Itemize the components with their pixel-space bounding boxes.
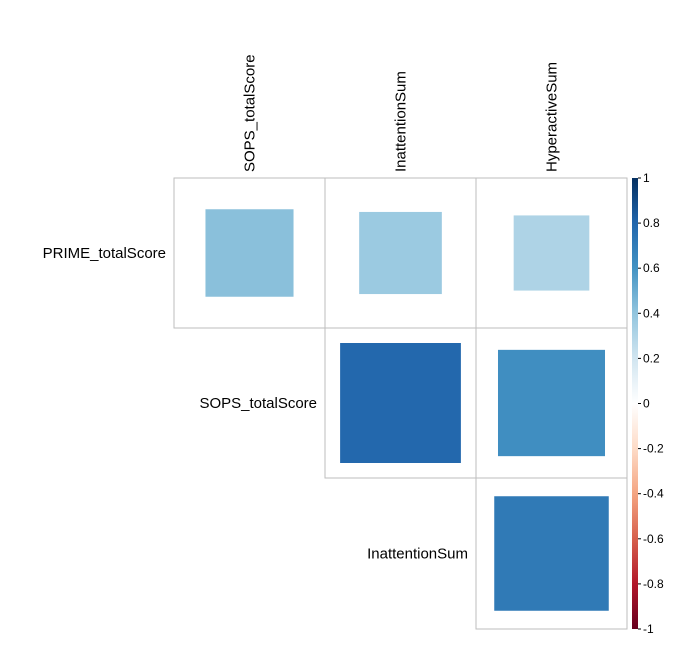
correlation-marks [205, 209, 609, 611]
correlation-square [513, 215, 590, 291]
correlation-square [497, 349, 606, 457]
colorbar-tick-label: -0.8 [643, 577, 664, 591]
column-label: InattentionSum [393, 71, 410, 172]
colorbar-tick-label: -0.4 [643, 487, 664, 501]
colorbar-tick-label: -0.6 [643, 532, 664, 546]
correlation-square [494, 496, 609, 611]
column-label: HyperactiveSum [544, 62, 561, 172]
column-label: SOPS_totalScore [242, 54, 259, 172]
colorbar-tick-label: -1 [643, 622, 654, 636]
colorbar-tick-label: 0.6 [643, 261, 660, 275]
colorbar-tick-label: 0 [643, 397, 650, 411]
row-label: SOPS_totalScore [199, 395, 317, 412]
correlation-square [359, 211, 442, 295]
row-label: PRIME_totalScore [43, 245, 166, 262]
correlation-square [205, 209, 294, 297]
colorbar-tick-label: 0.2 [643, 351, 660, 365]
grid-lines [173, 177, 628, 630]
colorbar-tick-label: -0.2 [643, 442, 664, 456]
colorbar-tick-label: 0.4 [643, 306, 660, 320]
colorbar-tick-label: 0.8 [643, 216, 660, 230]
colorbar [632, 178, 638, 629]
colorbar-tick-label: 1 [643, 171, 650, 185]
correlation-square [340, 343, 461, 463]
grid-cell [475, 477, 628, 630]
row-label: InattentionSum [367, 546, 468, 563]
